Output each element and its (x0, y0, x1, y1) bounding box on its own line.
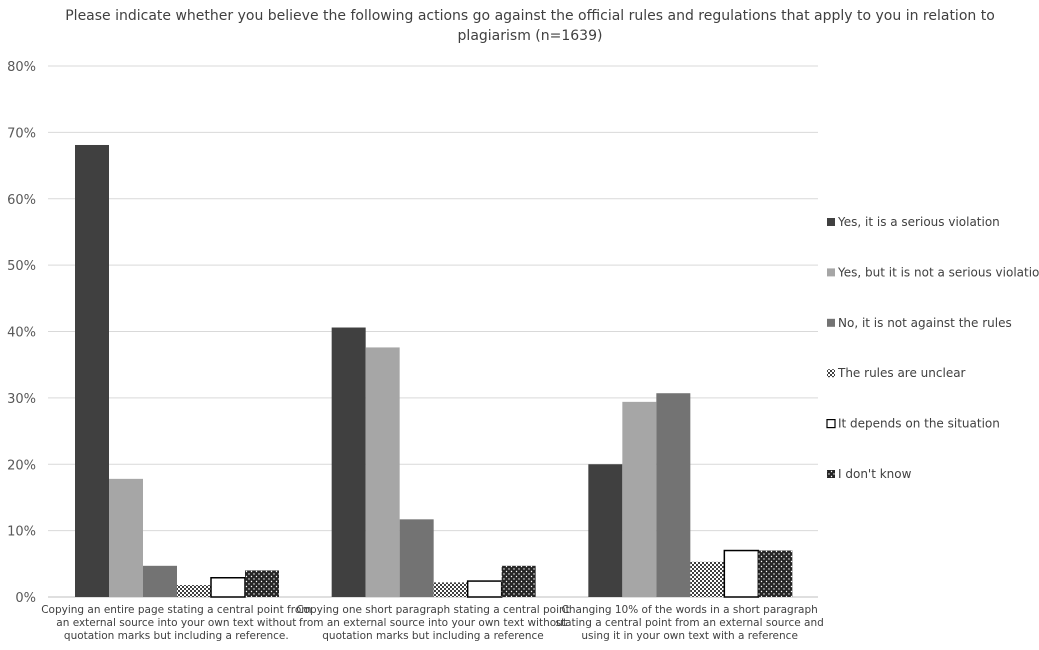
bar-3-1 (143, 565, 177, 597)
y-tick-label: 10% (7, 525, 36, 540)
y-tick-label: 50% (7, 259, 36, 274)
legend-swatch (827, 218, 835, 226)
bar-6-3 (758, 550, 793, 597)
y-tick-label: 30% (7, 392, 36, 407)
bar-1-3 (588, 464, 623, 597)
x-category-line: Copying an entire page stating a central… (41, 604, 311, 616)
legend-swatch (827, 268, 835, 277)
bar-3-2 (399, 519, 434, 597)
x-category-label: Copying an entire page stating a central… (41, 604, 311, 642)
bar-5-2 (466, 580, 503, 598)
x-category-line: stating a central point from an external… (556, 617, 824, 629)
legend-label: Yes, but it is not a serious violation (837, 265, 1039, 279)
bar-4-2 (433, 582, 468, 597)
x-category-line: using it in your own text with a referen… (581, 630, 798, 642)
bar-1-1 (75, 144, 109, 597)
x-category-label: Copying one short paragraph stating a ce… (296, 604, 570, 642)
legend-label: No, it is not against the rules (838, 316, 1012, 330)
legend-label: I don't know (838, 467, 912, 481)
y-tick-label: 60% (7, 193, 36, 208)
bar-2-3 (622, 401, 657, 597)
x-category-label: Changing 10% of the words in a short par… (556, 604, 824, 642)
bar-4-1 (177, 585, 211, 597)
bar-6-1 (245, 570, 279, 597)
x-category-line: from an external source into your own te… (299, 617, 567, 629)
bar-5-3 (723, 549, 760, 598)
chart-title: Please indicate whether you believe the … (65, 8, 995, 44)
x-category-line: quotation marks but including a referenc… (322, 630, 543, 642)
bar-2-1 (109, 478, 143, 597)
x-category-line: an external source into your own text wi… (56, 617, 296, 629)
legend-swatch (827, 369, 835, 378)
y-tick-label: 70% (7, 126, 36, 141)
y-tick-label: 0% (15, 591, 36, 606)
x-category-line: Copying one short paragraph stating a ce… (296, 604, 570, 616)
bar-5-1 (210, 577, 246, 598)
y-tick-label: 20% (7, 458, 36, 473)
legend-label: It depends on the situation (838, 417, 1000, 431)
y-axis-ticks: 0% 10% 20% 30% 40% 50% 60% 70% 80% (7, 60, 36, 606)
bars (75, 144, 793, 598)
bar-3-3 (656, 393, 691, 597)
x-axis-categories: Copying an entire page stating a central… (41, 604, 824, 642)
bar-6-2 (501, 565, 536, 597)
legend-swatch (826, 419, 836, 429)
gridlines (48, 65, 818, 598)
legend: Yes, it is a serious violation Yes, but i… (826, 215, 1039, 481)
x-category-line: Changing 10% of the words in a short par… (562, 604, 818, 616)
legend-swatch (827, 318, 835, 327)
bar-1-2 (331, 327, 366, 597)
legend-swatch (827, 470, 835, 478)
legend-label: Yes, it is a serious violation (837, 215, 1000, 229)
legend-label: The rules are unclear (837, 366, 966, 380)
y-tick-label: 80% (7, 60, 36, 75)
bar-4-3 (690, 561, 725, 597)
x-category-line: quotation marks but including a referenc… (64, 630, 289, 642)
y-tick-label: 40% (7, 326, 36, 341)
bar-2-2 (365, 347, 400, 597)
